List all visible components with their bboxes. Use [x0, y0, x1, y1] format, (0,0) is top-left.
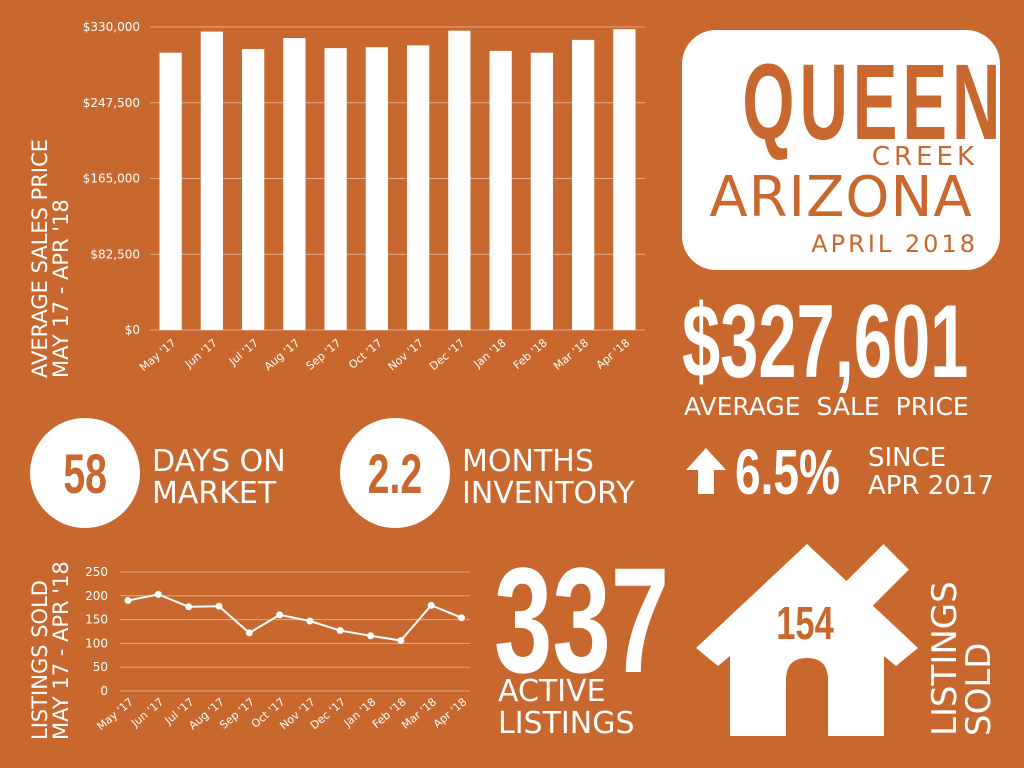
bar-chart-bar: [324, 48, 347, 330]
bar-chart-bar: [571, 39, 595, 330]
listings-sold-label-line1: LISTINGS: [925, 581, 965, 736]
line-chart-point: [306, 617, 314, 625]
active-listings-label: ACTIVE LISTINGS: [498, 674, 635, 742]
line-chart-point: [276, 611, 284, 619]
line-chart-point: [154, 590, 162, 598]
line-chart-point: [336, 627, 344, 635]
line-chart-point: [215, 602, 223, 610]
line-chart-x-tick: Apr '18: [431, 695, 470, 730]
bar-chart-bar: [365, 47, 389, 330]
price-growth-value: 6.5%: [735, 436, 841, 508]
bar-chart-bar: [283, 38, 306, 330]
line-chart-side-label-line1: LISTINGS SOLD: [28, 580, 52, 740]
line-chart-point: [367, 632, 375, 640]
months-inventory-label-line1: MONTHS: [462, 444, 594, 479]
line-chart-point: [427, 601, 435, 609]
average-sale-price-label: AVERAGE SALE PRICE: [684, 392, 969, 421]
line-chart-point: [458, 614, 465, 622]
bar-chart-y-tick: $82,500: [90, 247, 140, 261]
active-listings-label-line2: LISTINGS: [498, 706, 635, 742]
bar-chart-x-tick: Dec '17: [427, 336, 467, 373]
bar-chart-bar: [489, 50, 512, 330]
bar-chart-side-label-line1: AVERAGE SALES PRICE: [28, 138, 52, 378]
arrow-up-icon: [686, 448, 726, 494]
active-listings-label-line1: ACTIVE: [498, 674, 606, 709]
months-inventory-value: 2.2: [367, 441, 423, 505]
price-growth-label-line2: APR 2017: [868, 471, 994, 502]
report-period: APRIL 2018: [811, 230, 978, 258]
line-chart-y-tick: 100: [85, 636, 108, 650]
line-chart-point: [397, 637, 405, 645]
months-inventory-label: MONTHS INVENTORY: [462, 446, 634, 509]
line-chart-y-tick: 250: [85, 565, 108, 579]
bar-chart-x-tick: Feb '18: [511, 336, 550, 372]
bar-chart-y-tick: $330,000: [83, 20, 140, 34]
line-chart-point: [124, 597, 132, 605]
city-title: QUEEN: [742, 41, 1006, 162]
house-icon: [696, 544, 918, 736]
bar-chart-bar: [406, 45, 430, 330]
days-on-market-label-line2: MARKET: [152, 475, 277, 511]
bar-chart-x-tick: Jun '17: [182, 336, 220, 371]
bar-chart-y-tick: $0: [125, 323, 140, 337]
bar-chart-x-tick: Mar '18: [551, 336, 591, 372]
bar-chart-y-tick: $247,500: [83, 96, 140, 110]
days-on-market-value: 58: [63, 441, 107, 505]
bar-chart-x-tick: Sep '17: [304, 336, 344, 372]
line-chart-x-tick: Sep '17: [217, 695, 257, 731]
bar-chart-x-tick: Nov '17: [386, 336, 427, 373]
listings-sold-label-line2: SOLD: [959, 642, 999, 736]
city-subtitle: CREEK: [871, 142, 978, 172]
average-price-bar-chart: $0 $82,500 $165,000 $247,500 $330,000 May '17…: [83, 20, 645, 374]
listings-sold-label: LISTINGS SOLD: [925, 581, 999, 736]
line-chart-x-tick: May '17: [94, 695, 135, 733]
line-chart-x-tick: Mar '18: [399, 695, 439, 731]
line-chart-y-tick: 200: [85, 589, 108, 603]
title-card: QUEEN CREEK ARIZONA APRIL 2018: [682, 30, 1000, 270]
months-inventory-circle: 2.2: [340, 418, 450, 528]
days-on-market-label: DAYS ON MARKET: [152, 446, 286, 509]
average-sale-price-value: $327,601: [682, 284, 969, 400]
bar-chart-bar: [530, 52, 554, 330]
line-chart-point: [245, 629, 253, 637]
line-chart-x-tick: Jun '17: [128, 695, 166, 730]
bar-chart-bar: [241, 49, 265, 330]
price-growth-label: SINCE APR 2017: [868, 444, 994, 500]
line-chart-y-tick: 150: [85, 613, 108, 627]
bar-chart-x-tick: Jan '18: [471, 336, 509, 371]
bar-chart-bar: [448, 30, 471, 330]
state-title: ARIZONA: [709, 165, 973, 230]
line-chart-series-line: [127, 593, 462, 642]
bar-chart-x-tick: Apr '18: [594, 336, 633, 371]
bar-chart-bar: [159, 52, 182, 330]
bar-chart-x-tick: Oct '17: [346, 336, 385, 371]
bar-chart-y-tick: $165,000: [83, 172, 140, 186]
line-chart-y-tick: 50: [93, 660, 108, 674]
bar-chart-x-tick: Jul '17: [226, 336, 261, 368]
line-chart-point: [185, 603, 193, 611]
listings-sold-value: 154: [776, 597, 834, 649]
bar-chart-bar: [613, 29, 636, 330]
active-listings-value: 337: [494, 536, 670, 704]
months-inventory-label-line2: INVENTORY: [462, 475, 635, 511]
bar-chart-bar: [200, 31, 224, 330]
line-chart-y-tick: 0: [100, 684, 108, 698]
bar-chart-x-tick: Aug '17: [262, 336, 303, 373]
price-growth-label-line1: SINCE: [868, 443, 947, 473]
bar-chart-x-tick: May '17: [137, 336, 178, 374]
days-on-market-circle: 58: [30, 418, 140, 528]
days-on-market-label-line1: DAYS ON: [152, 444, 286, 479]
